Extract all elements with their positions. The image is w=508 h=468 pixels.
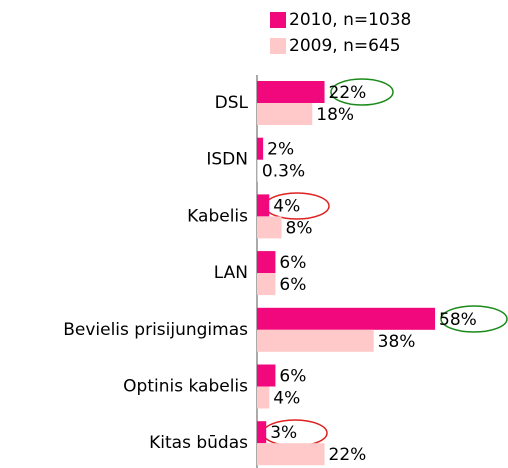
- value-label: 0.3%: [262, 162, 305, 182]
- value-label: 6%: [279, 367, 306, 387]
- bar: [257, 329, 374, 352]
- bar: [257, 159, 258, 182]
- value-label: 22%: [329, 83, 367, 103]
- bar: [257, 251, 276, 274]
- bar: [257, 81, 325, 103]
- value-label: 58%: [439, 310, 477, 330]
- value-label: 4%: [273, 196, 300, 216]
- value-label: 3%: [270, 423, 297, 443]
- legend-swatch: [270, 12, 286, 28]
- bar: [257, 273, 276, 296]
- value-label: 4%: [273, 389, 300, 409]
- bar: [257, 194, 270, 217]
- bar: [257, 421, 267, 444]
- value-label: 8%: [286, 218, 313, 238]
- bar: [257, 137, 264, 160]
- highlight-up: [330, 78, 394, 106]
- bar: [257, 103, 313, 125]
- bar: [257, 216, 282, 239]
- value-label: 6%: [279, 275, 306, 295]
- bar: [257, 443, 325, 466]
- category-label: Kabelis: [187, 206, 248, 226]
- category-label: Optinis kabelis: [123, 377, 248, 397]
- legend-swatch: [270, 38, 286, 54]
- category-label: LAN: [214, 263, 248, 283]
- legend-label: 2010, n=1038: [289, 10, 411, 30]
- value-label: 6%: [279, 253, 306, 273]
- value-label: 2%: [267, 140, 294, 160]
- bar: [257, 364, 276, 387]
- category-label: DSL: [215, 93, 249, 113]
- value-label: 38%: [378, 332, 416, 352]
- category-label: ISDN: [206, 150, 248, 170]
- highlight-up: [440, 305, 508, 333]
- legend-label: 2009, n=645: [289, 36, 401, 56]
- category-label: Bevielis prisijungimas: [63, 320, 248, 340]
- bar: [257, 386, 270, 409]
- value-label: 22%: [329, 445, 367, 465]
- category-label: Kitas būdas: [149, 433, 248, 453]
- value-label: 18%: [316, 105, 354, 125]
- bar: [257, 307, 436, 330]
